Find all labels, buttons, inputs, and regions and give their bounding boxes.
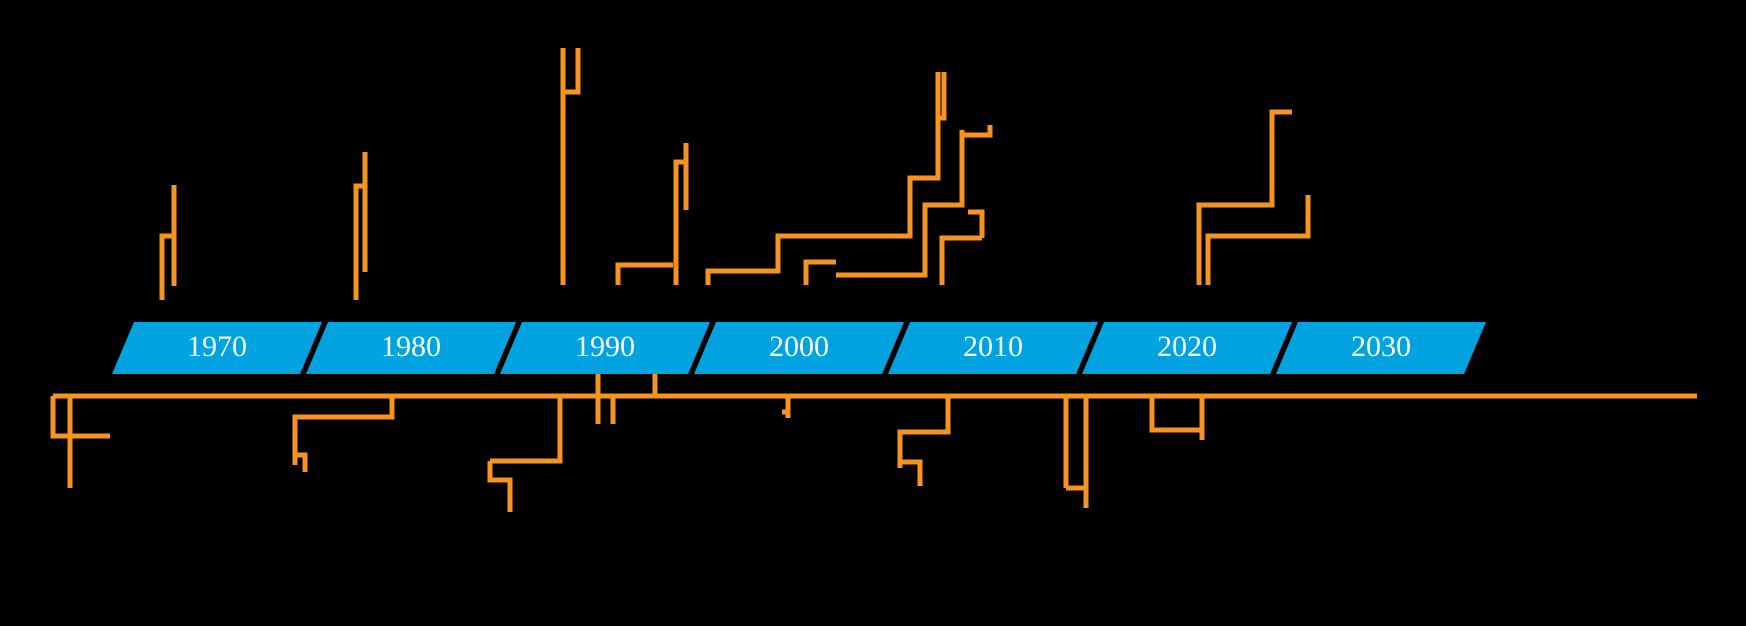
connector-above-2008-riser [962,125,993,138]
decade-chip-1970[interactable] [112,322,322,374]
connector-above-2022-step [1205,195,1311,285]
decade-chip-2020[interactable] [1082,322,1292,374]
connector-below-1976-b [295,452,308,472]
decade-label-1980: 1980 [381,330,441,363]
connector-above-1990-b [564,48,581,95]
decade-label-2000: 2000 [769,330,829,363]
decade-chip-2010[interactable] [888,322,1098,374]
connector-below-1989-b [487,461,513,512]
connector-above-1970-b [159,233,175,300]
decade-chip-2000[interactable] [694,322,904,374]
connector-above-2020-step [1196,109,1292,285]
decade-label-2030: 2030 [1351,330,1411,363]
connector-above-2012-riser [968,209,985,238]
connector-below-1988-a [490,396,563,464]
connector-below-2022-a [1149,396,1202,433]
connector-below-2006-a [897,396,951,468]
connector-below-1975-a [292,396,395,465]
decade-label-2020: 2020 [1157,330,1217,363]
connector-above-2004-step [803,259,836,285]
decade-label-2010: 2010 [963,330,1023,363]
connector-above-1992-step [615,262,673,285]
connector-above-1980-b [353,183,366,300]
decade-label-1970: 1970 [187,330,247,363]
connector-above-2010-step [939,235,982,285]
decade-chip-1990[interactable] [500,322,710,374]
connector-above-2002-riser [939,72,947,121]
connector-below-2007-b [900,459,923,486]
decade-chip-2030[interactable] [1276,322,1486,374]
decade-label-1990: 1990 [575,330,635,363]
connector-above-2006-step [836,130,965,278]
decade-chip-1980[interactable] [306,322,516,374]
connector-below-1968-a [50,396,110,439]
connector-above-2000-step [705,72,941,285]
decade-band: 1970 1980 1990 2000 2010 2020 2030 [112,322,1486,374]
connector-above-1993-b [673,159,687,285]
upper-connector-group [159,48,1311,300]
